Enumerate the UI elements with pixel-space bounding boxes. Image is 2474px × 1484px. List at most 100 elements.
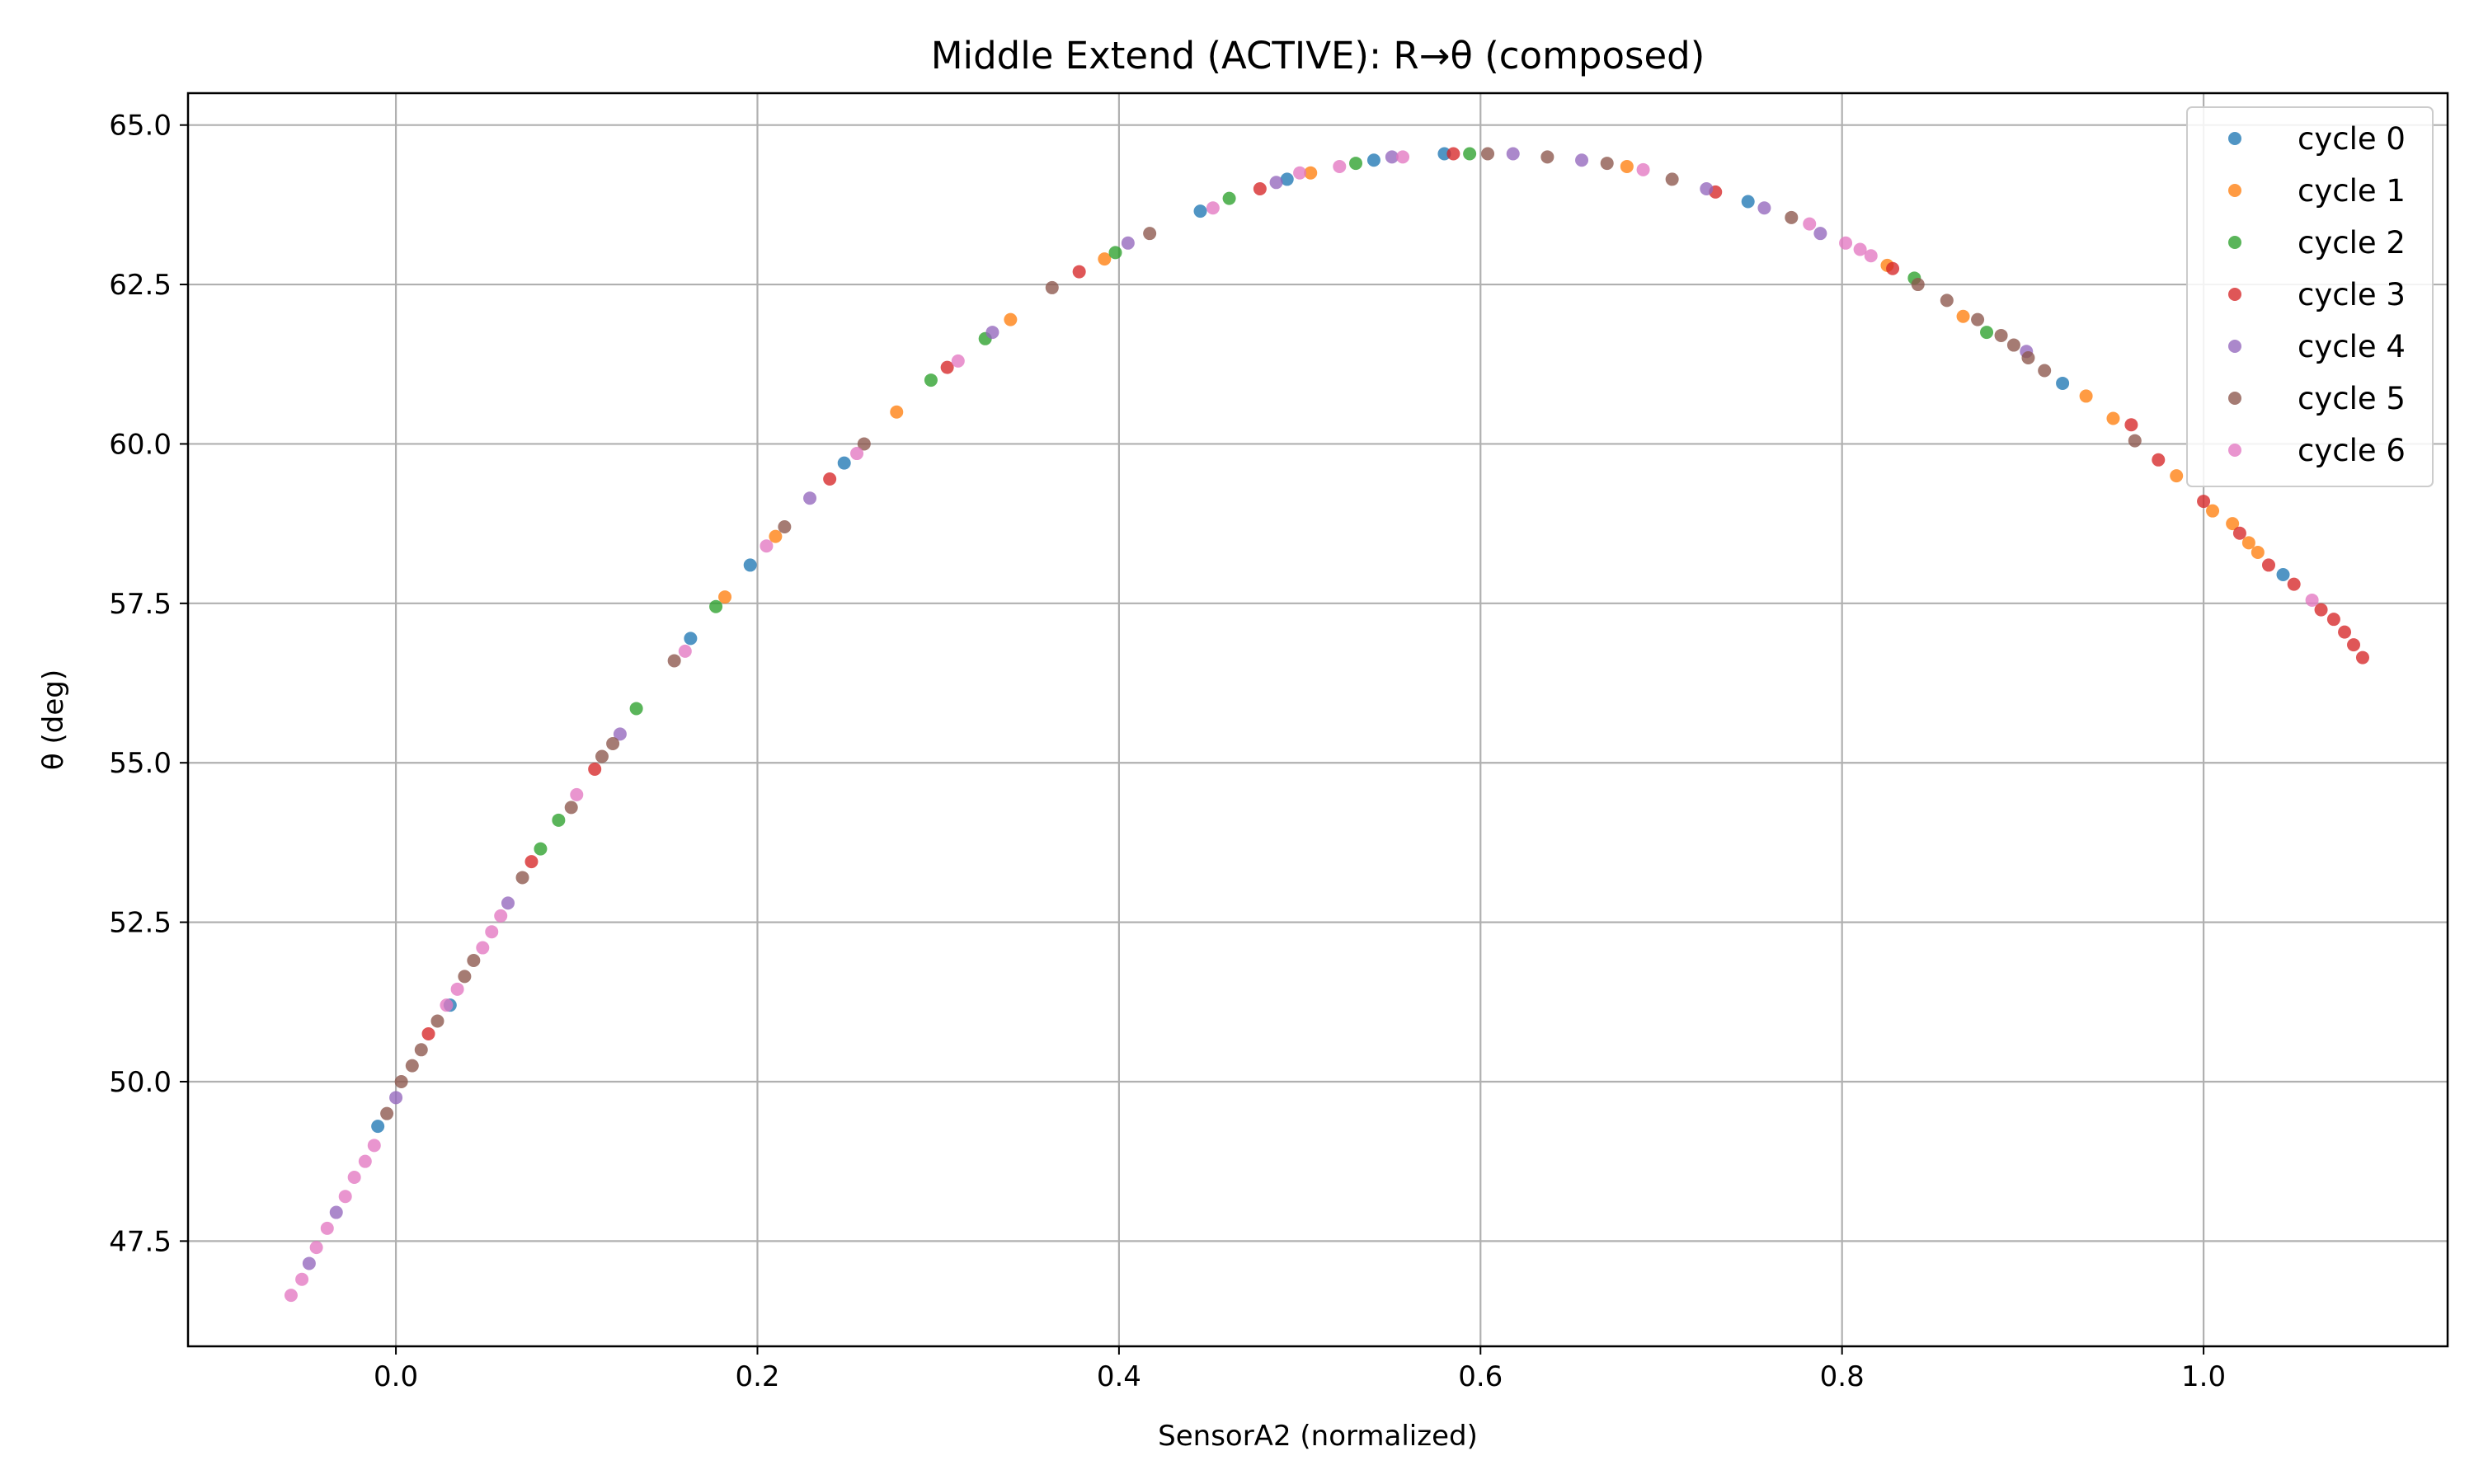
data-point — [2038, 364, 2052, 378]
data-point — [1193, 204, 1207, 218]
data-point — [2170, 469, 2184, 483]
data-point — [371, 1120, 385, 1134]
data-point — [295, 1272, 309, 1286]
y-tick-label: 52.5 — [109, 907, 172, 940]
data-point — [2251, 545, 2265, 559]
data-point — [476, 941, 490, 955]
data-point — [951, 354, 965, 368]
data-point — [2338, 625, 2352, 639]
data-point — [1839, 236, 1853, 250]
data-point — [358, 1154, 372, 1168]
data-point — [2056, 376, 2070, 390]
data-point — [534, 842, 548, 856]
x-axis-label: SensorA2 (normalized) — [1158, 1420, 1478, 1453]
data-point — [2276, 568, 2290, 582]
data-point — [769, 529, 783, 543]
plot-frame — [186, 92, 2449, 1348]
data-point — [2128, 434, 2142, 448]
data-point — [1911, 278, 1925, 292]
data-point — [2305, 593, 2319, 607]
legend-marker — [2228, 184, 2241, 197]
data-point — [1396, 150, 1410, 164]
data-point — [718, 590, 732, 604]
data-point — [2347, 638, 2361, 652]
data-point — [320, 1221, 334, 1235]
x-tick-label: 0.2 — [735, 1360, 779, 1393]
data-point — [1004, 312, 1018, 326]
x-tick-label: 0.0 — [374, 1360, 418, 1393]
data-point — [1143, 227, 1157, 241]
data-point — [1304, 166, 1318, 180]
data-point — [985, 326, 999, 340]
data-point — [1437, 147, 1451, 161]
data-point — [1886, 261, 1900, 275]
legend-marker — [2228, 340, 2241, 353]
legend-label: cycle 5 — [2298, 381, 2406, 416]
data-point — [1940, 294, 1954, 308]
data-point — [1853, 242, 1867, 256]
data-point — [338, 1190, 352, 1204]
series-cycle-1 — [718, 159, 2265, 604]
data-point — [414, 1043, 428, 1057]
data-point — [380, 1106, 394, 1120]
data-point — [515, 871, 529, 885]
data-point — [1098, 252, 1112, 266]
x-tick-label: 1.0 — [2181, 1360, 2226, 1393]
data-point — [940, 360, 954, 374]
data-point — [430, 1014, 444, 1028]
data-point — [1108, 246, 1122, 260]
data-point — [588, 762, 602, 776]
data-point — [595, 749, 609, 763]
data-point — [1700, 182, 1714, 196]
y-tick-label: 60.0 — [109, 428, 172, 461]
data-point — [678, 644, 692, 658]
data-point — [2152, 453, 2166, 467]
data-point — [467, 954, 481, 968]
data-point — [1481, 147, 1495, 161]
data-point — [309, 1241, 323, 1255]
data-point — [684, 632, 698, 646]
data-point — [2355, 650, 2369, 665]
series-cycle-6 — [284, 150, 2319, 1303]
data-point — [857, 437, 871, 451]
legend-marker — [2228, 132, 2241, 145]
chart-title: Middle Extend (ACTIVE): R→θ (composed) — [931, 34, 1705, 77]
data-point — [394, 1074, 408, 1088]
data-point — [2021, 351, 2035, 365]
legend-label: cycle 0 — [2298, 121, 2406, 157]
data-point — [2232, 526, 2246, 540]
data-point — [524, 855, 539, 869]
data-point — [1980, 326, 1994, 340]
data-point — [1575, 153, 1589, 167]
legend-label: cycle 6 — [2298, 433, 2406, 468]
x-tick-label: 0.6 — [1458, 1360, 1503, 1393]
data-point — [1971, 312, 1985, 326]
data-point — [613, 727, 627, 741]
data-point — [405, 1059, 419, 1073]
data-point — [890, 405, 904, 419]
y-tick-label: 57.5 — [109, 588, 172, 621]
data-point — [494, 909, 508, 923]
data-point — [421, 1026, 435, 1040]
data-point — [2124, 418, 2138, 432]
legend-marker — [2228, 288, 2241, 301]
legend-label: cycle 1 — [2298, 173, 2406, 209]
data-point — [803, 491, 817, 505]
data-point — [1045, 280, 1059, 294]
y-tick-label: 65.0 — [109, 110, 172, 143]
data-point — [1600, 157, 1614, 171]
data-point — [2287, 577, 2301, 591]
data-point — [1463, 147, 1477, 161]
data-point — [760, 539, 774, 553]
data-point — [2206, 504, 2220, 518]
data-point — [1222, 191, 1236, 205]
data-point — [850, 447, 864, 461]
series-cycle-5 — [380, 147, 2142, 1120]
data-point — [1366, 153, 1380, 167]
data-point — [1665, 172, 1679, 186]
series-cycle-3 — [421, 147, 2369, 1040]
data-point — [367, 1139, 381, 1153]
